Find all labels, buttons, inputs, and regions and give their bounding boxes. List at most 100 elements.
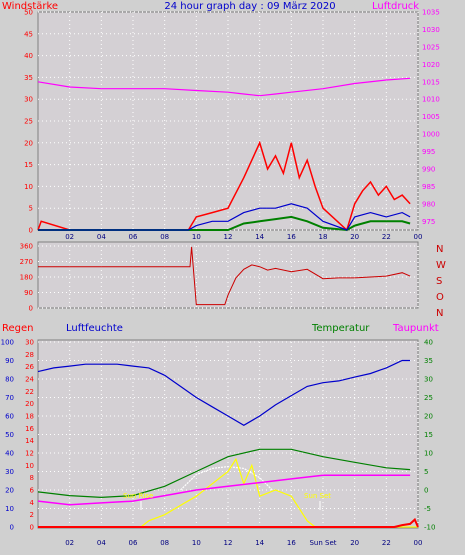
direction-label-o: O: [436, 292, 444, 303]
wind-x-tick: 10: [192, 233, 201, 241]
rain-axis-tick: 8: [30, 474, 34, 482]
direction-axis-tick: 90: [24, 289, 33, 297]
rain-axis-tick: 12: [25, 450, 34, 458]
humidity-axis-tick: 50: [5, 431, 14, 439]
wind-axis-title: Windstärke: [2, 1, 58, 12]
wind-x-tick: 04: [97, 233, 106, 241]
rain-axis-tick: 28: [25, 351, 34, 359]
temperature-axis-title: Temperatur: [311, 323, 370, 334]
grid-lines: [38, 11, 419, 528]
sun-set-label: Sun Set: [304, 492, 331, 500]
chart-title: 24 hour graph day : 09 März 2020: [164, 1, 335, 12]
rain-axis-tick: 24: [25, 376, 34, 384]
temp-x-tick: 10: [192, 539, 201, 547]
humidity-axis-tick: 100: [1, 339, 14, 347]
direction-label-w: W: [436, 260, 446, 271]
pressure-axis-tick: 1035: [422, 9, 440, 17]
humidity-axis-tick: 70: [5, 394, 14, 402]
pressure-axis-tick: 1025: [422, 43, 440, 51]
pressure-axis-tick: 975: [422, 218, 435, 226]
wind-x-tick: 20: [350, 233, 359, 241]
direction-label-n-bottom: N: [436, 308, 443, 319]
temp-x-tick: 00: [414, 539, 423, 547]
pressure-axis-tick: 1030: [422, 26, 440, 34]
rain-axis-tick: 30: [25, 339, 34, 347]
rain-axis-tick: 0: [30, 524, 34, 532]
pressure-axis-tick: 990: [422, 165, 435, 173]
wind-axis-tick: 25: [24, 118, 33, 126]
temperature-axis-tick: 15: [424, 431, 433, 439]
tick-labels: 0510152025303540455097598098599099510001…: [1, 9, 440, 548]
direction-label-n-top: N: [436, 244, 443, 255]
humidity-axis-tick: 40: [5, 450, 14, 458]
wind-avg-line: [38, 203, 411, 231]
wind-x-tick: 12: [224, 233, 233, 241]
direction-axis-tick: 0: [29, 305, 33, 313]
temp-x-tick: 16: [287, 539, 296, 547]
temp-x-tick: 06: [129, 539, 138, 547]
rain-axis-tick: 18: [25, 413, 34, 421]
pressure-axis-tick: 1010: [422, 96, 440, 104]
rain-axis-tick: 10: [25, 462, 34, 470]
wind-axis-tick: 5: [29, 205, 33, 213]
solar-line: [38, 457, 418, 528]
temp-x-tick: 12: [224, 539, 233, 547]
wind-x-tick: 14: [255, 233, 264, 241]
wind-axis-tick: 35: [24, 74, 33, 82]
wind-direction-line: [38, 246, 411, 306]
wind-axis-tick: 20: [24, 139, 33, 147]
direction-axis-tick: 270: [20, 258, 33, 266]
temperature-axis-tick: 20: [424, 413, 433, 421]
temperature-axis-tick: 25: [424, 394, 433, 402]
wind-x-tick: 22: [382, 233, 391, 241]
wind-axis-tick: 15: [24, 161, 33, 169]
direction-label-s: S: [436, 276, 442, 287]
rain-axis-tick: 26: [25, 363, 34, 371]
temp-x-tick: 02: [65, 539, 74, 547]
temperature-line: [37, 448, 411, 499]
wind-axis-tick: 30: [24, 96, 33, 104]
sun-rise-label: Sun Rise: [123, 492, 153, 500]
temperature-axis-tick: -10: [424, 524, 435, 532]
direction-axis-tick: 180: [20, 274, 33, 282]
pressure-axis-tick: 980: [422, 200, 435, 208]
pressure-axis-tick: 995: [422, 148, 435, 156]
pressure-line: [37, 77, 411, 97]
wind-x-tick: 08: [160, 233, 169, 241]
humidity-axis-tick: 30: [5, 468, 14, 476]
rain-axis-title: Regen: [2, 323, 34, 334]
rain-axis-tick: 22: [25, 388, 34, 396]
humidity-axis-tick: 90: [5, 357, 14, 365]
temperature-axis-tick: -5: [424, 505, 431, 513]
wind-axis-tick: 45: [24, 30, 33, 38]
rain-line: [38, 517, 419, 528]
uv-curve: [180, 465, 273, 491]
humidity-axis-tick: 0: [10, 524, 14, 532]
wind-axis-tick: 40: [24, 52, 33, 60]
wind-axis-tick: 10: [24, 183, 33, 191]
humidity-axis-title: Luftfeuchte: [66, 323, 123, 334]
wind-x-tick: 18: [319, 233, 328, 241]
wind-x-tick: 06: [129, 233, 138, 241]
temperature-axis-tick: 0: [424, 487, 428, 495]
rain-axis-tick: 4: [30, 499, 35, 507]
chart-marks: [37, 77, 419, 528]
pressure-axis-tick: 1020: [422, 61, 440, 69]
temp-x-tick: 08: [160, 539, 169, 547]
dewpoint-axis-title: Taupunkt: [392, 323, 439, 334]
temperature-axis-tick: 10: [424, 450, 433, 458]
temp-x-tick: 20: [350, 539, 359, 547]
rain-axis-tick: 20: [25, 400, 34, 408]
wind-x-tick: 02: [65, 233, 74, 241]
rain-axis-tick: 16: [25, 425, 34, 433]
pressure-axis-title: Luftdruck: [372, 1, 419, 12]
humidity-line: [37, 359, 411, 426]
pressure-axis-tick: 1005: [422, 113, 440, 121]
temp-x-tick: 04: [97, 539, 106, 547]
pressure-axis-tick: 1000: [422, 131, 440, 139]
humidity-axis-tick: 80: [5, 376, 14, 384]
wind-axis-tick: 0: [29, 227, 33, 235]
temperature-axis-tick: 35: [424, 357, 433, 365]
temp-x-tick: 22: [382, 539, 391, 547]
